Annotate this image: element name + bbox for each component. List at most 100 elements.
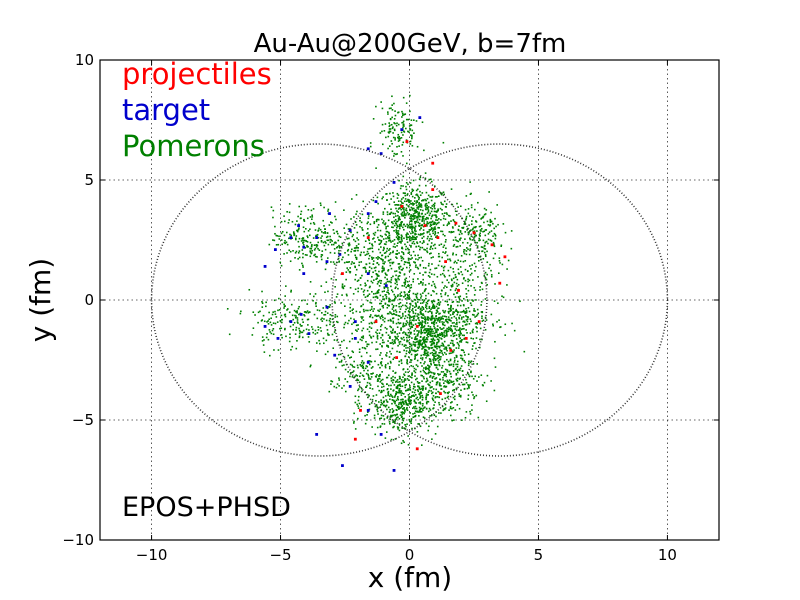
pomeron-point <box>473 237 475 239</box>
pomeron-point <box>435 346 437 349</box>
pomeron-point <box>293 232 295 235</box>
pomeron-point <box>390 267 393 270</box>
projectile-point <box>503 255 507 259</box>
pomeron-point <box>444 315 446 318</box>
pomeron-point <box>252 311 255 314</box>
pomeron-point <box>413 119 415 122</box>
pomeron-point <box>370 308 373 310</box>
pomeron-point <box>372 296 375 299</box>
pomeron-point <box>420 204 423 207</box>
pomeron-point <box>436 425 439 428</box>
pomeron-point <box>449 314 452 316</box>
pomeron-point <box>482 230 484 233</box>
pomeron-point <box>281 243 283 246</box>
pomeron-point <box>375 404 377 406</box>
pomeron-point <box>434 364 437 366</box>
pomeron-point <box>416 145 419 148</box>
pomeron-point <box>423 367 425 369</box>
pomeron-point <box>383 223 386 226</box>
pomeron-point <box>424 321 426 323</box>
pomeron-point <box>454 276 457 279</box>
pomeron-point <box>439 349 442 351</box>
pomeron-point <box>413 207 415 210</box>
pomeron-point <box>365 386 368 388</box>
pomeron-point <box>400 295 403 297</box>
pomeron-point <box>400 268 403 271</box>
pomeron-point <box>401 144 404 146</box>
pomeron-point <box>392 136 395 139</box>
pomeron-point <box>357 239 360 241</box>
pomeron-point <box>324 268 327 271</box>
pomeron-point <box>412 310 414 313</box>
pomeron-point <box>364 240 367 242</box>
pomeron-point <box>378 389 381 392</box>
pomeron-point <box>416 346 419 349</box>
pomeron-point <box>274 310 276 313</box>
pomeron-point <box>408 308 411 310</box>
pomeron-point <box>383 247 385 250</box>
pomeron-point <box>362 291 365 293</box>
pomeron-point <box>334 314 337 316</box>
pomeron-point <box>343 285 346 287</box>
pomeron-point <box>444 292 447 294</box>
pomeron-point <box>458 335 461 338</box>
pomeron-point <box>436 211 438 213</box>
pomeron-point <box>387 390 390 393</box>
pomeron-point <box>370 373 372 375</box>
pomeron-point <box>262 344 265 346</box>
pomeron-point <box>415 264 417 267</box>
pomeron-point <box>363 293 365 296</box>
pomeron-point <box>430 315 433 318</box>
pomeron-point <box>422 403 424 405</box>
pomeron-point <box>464 311 467 313</box>
pomeron-point <box>385 243 387 246</box>
pomeron-point <box>425 184 427 187</box>
pomeron-point <box>376 374 378 376</box>
pomeron-point <box>408 351 410 354</box>
pomeron-point <box>467 385 470 387</box>
pomeron-point <box>421 404 424 407</box>
pomeron-point <box>425 340 428 343</box>
pomeron-point <box>410 202 412 205</box>
pomeron-point <box>401 256 404 259</box>
pomeron-point <box>483 381 486 384</box>
pomeron-point <box>412 280 415 283</box>
pomeron-point <box>372 293 375 295</box>
pomeron-point <box>407 283 410 286</box>
pomeron-point <box>407 199 410 201</box>
pomeron-point <box>395 281 398 283</box>
pomeron-point <box>355 256 357 259</box>
pomeron-point <box>272 333 275 336</box>
pomeron-point <box>423 215 425 218</box>
pomeron-point <box>289 233 291 236</box>
pomeron-point <box>452 219 455 222</box>
pomeron-point <box>424 316 426 318</box>
pomeron-point <box>409 129 411 131</box>
pomeron-point <box>420 332 422 335</box>
pomeron-point <box>452 335 455 338</box>
projectile-point <box>498 281 502 285</box>
pomeron-point <box>324 248 327 251</box>
pomeron-point <box>389 124 391 127</box>
pomeron-point <box>363 246 366 248</box>
pomeron-point <box>382 238 385 240</box>
pomeron-point <box>427 311 430 313</box>
pomeron-point <box>433 355 435 358</box>
pomeron-point <box>469 181 471 183</box>
pomeron-point <box>414 261 416 264</box>
pomeron-point <box>407 233 409 236</box>
pomeron-point <box>359 253 362 256</box>
pomeron-point <box>456 304 459 307</box>
pomeron-point <box>443 200 446 203</box>
pomeron-point <box>403 441 405 444</box>
pomeron-point <box>377 363 380 366</box>
pomeron-point <box>327 208 330 211</box>
pomeron-point <box>409 376 412 378</box>
pomeron-point <box>306 310 309 312</box>
pomeron-point <box>414 407 416 410</box>
pomeron-point <box>445 315 448 318</box>
pomeron-point <box>313 249 316 251</box>
pomeron-point <box>277 309 279 312</box>
pomeron-point <box>437 209 439 212</box>
pomeron-point <box>467 398 469 400</box>
